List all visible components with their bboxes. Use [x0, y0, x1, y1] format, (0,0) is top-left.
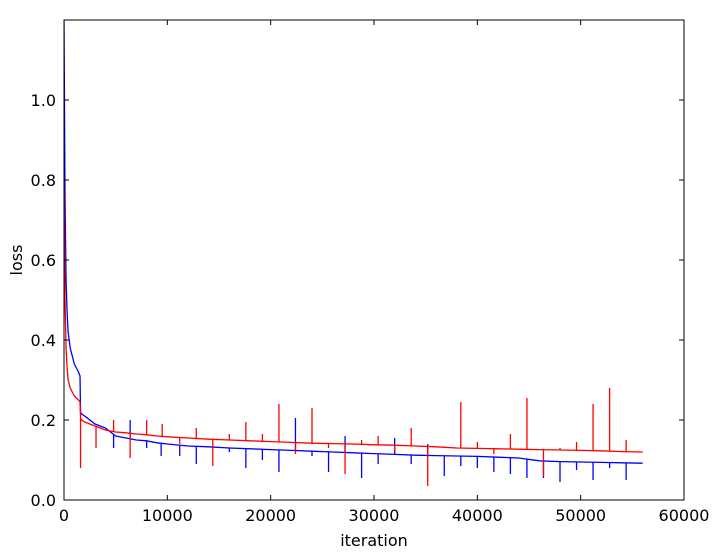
x-axis-ticks: 0 10000 20000 30000 40000 50000 60000	[59, 20, 710, 525]
series-layer	[64, 20, 643, 486]
x-tick-label: 40000	[452, 506, 503, 525]
y-tick-label: 0.2	[31, 411, 56, 430]
y-tick-label: 0.4	[31, 331, 56, 350]
x-tick-label: 10000	[142, 506, 193, 525]
series-line-0	[64, 20, 643, 464]
x-tick-label: 50000	[555, 506, 606, 525]
y-axis-label: loss	[7, 245, 26, 276]
y-tick-label: 0.0	[31, 491, 56, 510]
x-tick-label: 30000	[349, 506, 400, 525]
y-tick-label: 0.6	[31, 251, 56, 270]
x-tick-label: 20000	[245, 506, 296, 525]
x-tick-label: 0	[59, 506, 69, 525]
x-axis-label: iteration	[340, 531, 408, 550]
y-tick-label: 1.0	[31, 91, 56, 110]
x-tick-label: 60000	[659, 506, 710, 525]
y-tick-label: 0.8	[31, 171, 56, 190]
y-axis-ticks: 0.0 0.2 0.4 0.6 0.8 1.0	[31, 91, 684, 510]
series-line-1	[64, 179, 643, 453]
